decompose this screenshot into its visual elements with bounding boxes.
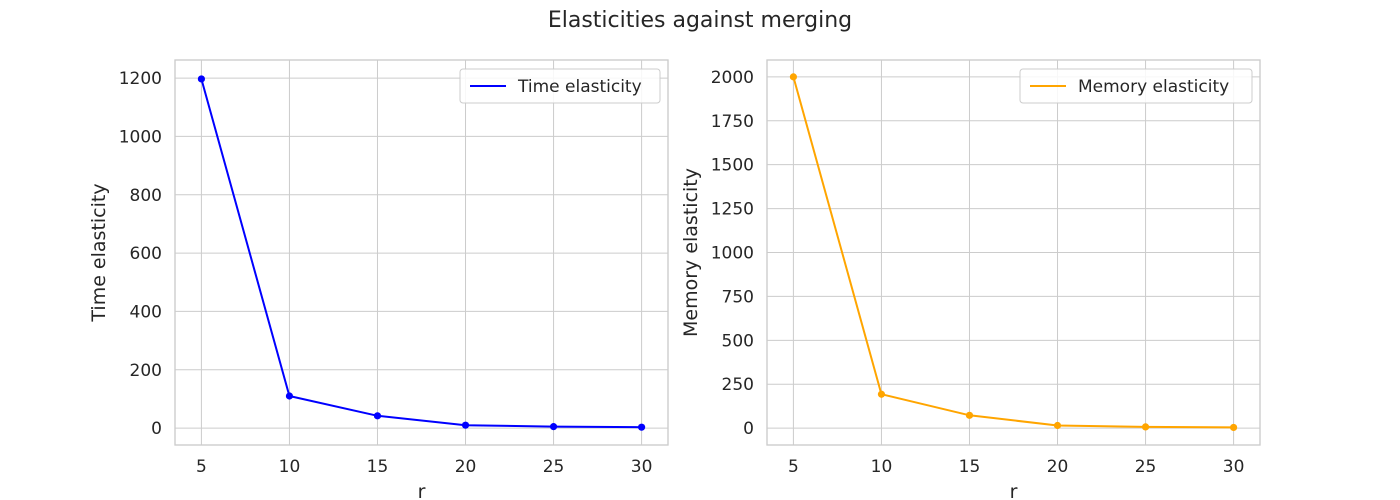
plot-area (174, 59, 669, 446)
x-tick-label: 10 (279, 457, 301, 477)
x-tick-label: 25 (1135, 457, 1157, 477)
figure-title: Elasticities against merging (547, 8, 853, 33)
x-tick-label: 25 (543, 457, 565, 477)
data-point (549, 423, 558, 431)
legend-entry: Time elasticity (517, 77, 642, 97)
x-tick-label: 20 (1047, 457, 1069, 477)
y-axis-label: Memory elasticity (680, 168, 702, 337)
series-line (200, 78, 642, 429)
plot-border (174, 59, 669, 446)
x-tick-label: 20 (455, 457, 477, 477)
y-tick-label: 250 (722, 375, 754, 395)
y-tick-label: 1000 (711, 244, 754, 264)
x-tick-label: 30 (631, 457, 653, 477)
y-tick-label: 400 (130, 302, 162, 322)
x-tick-label: 30 (1223, 457, 1245, 477)
y-tick-label: 1500 (711, 156, 754, 176)
legend-entry: Memory elasticity (1078, 77, 1229, 97)
data-point (1229, 423, 1238, 432)
x-tick-label: 10 (871, 457, 893, 477)
series-line (792, 76, 1234, 429)
y-tick-label: 1200 (119, 69, 162, 89)
time-elasticity-plot: 5 10 15 20 25 30 0 200 400 600 800 1000 1200 r Time el… (88, 59, 669, 500)
data-point (637, 423, 646, 431)
y-tick-label: 1250 (711, 200, 754, 220)
y-axis-label: Time elasticity (88, 183, 110, 322)
plot-border (766, 59, 1261, 446)
y-tick-label: 800 (130, 186, 162, 206)
data-point (461, 421, 470, 429)
x-tick-label: 5 (788, 457, 799, 477)
data-point (197, 75, 206, 83)
data-point (1053, 421, 1062, 430)
legend-box (1019, 68, 1253, 104)
x-tick-label: 5 (196, 457, 207, 477)
data-point (373, 412, 382, 420)
y-tick-label: 1750 (711, 112, 754, 132)
x-tick-label: 15 (959, 457, 981, 477)
y-tick-label: 750 (722, 287, 754, 307)
data-point (965, 411, 974, 419)
data-point (285, 392, 294, 400)
y-tick-label: 200 (130, 361, 162, 381)
y-tick-label: 600 (130, 244, 162, 264)
x-tick-label: 15 (367, 457, 389, 477)
memory-elasticity-plot: 5 10 15 20 25 30 0 250 500 750 1000 1250 1500 1750 200… (680, 59, 1261, 500)
y-tick-label: 0 (743, 419, 754, 439)
y-tick-label: 500 (722, 331, 754, 351)
legend-box (459, 68, 661, 104)
data-point (1141, 423, 1150, 431)
x-axis-label: r (1010, 481, 1018, 500)
data-point (877, 390, 886, 398)
data-point (789, 73, 798, 81)
x-axis-label: r (418, 481, 426, 500)
y-tick-label: 0 (151, 419, 162, 439)
y-tick-label: 2000 (711, 68, 754, 88)
y-tick-label: 1000 (119, 127, 162, 147)
